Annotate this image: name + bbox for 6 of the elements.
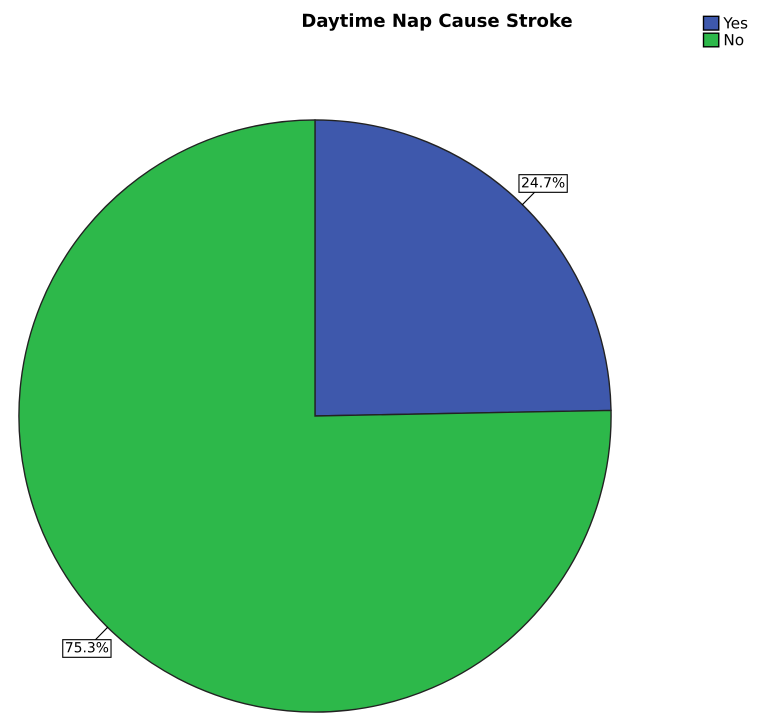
data-label: 24.7% [522,177,564,188]
data-label: 75.3% [66,642,108,652]
chart-title: Daytime Nap Cause Stroke [302,13,572,31]
pie-slice [18,119,612,713]
legend-label: No [724,34,744,46]
legend-label: Yes [723,17,748,29]
